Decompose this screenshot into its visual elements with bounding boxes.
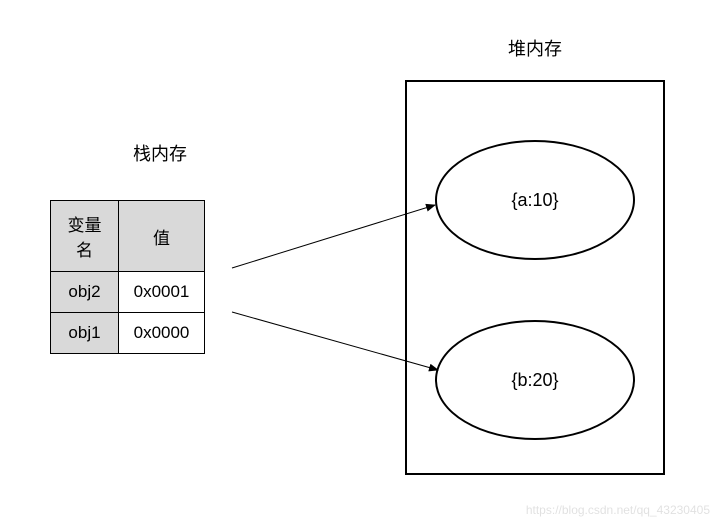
cell-name: obj2 bbox=[51, 272, 119, 313]
heap-object-label: {b:20} bbox=[511, 370, 558, 391]
stack-table: 变量名 值 obj2 0x0001 obj1 0x0000 bbox=[50, 200, 205, 354]
cell-name: obj1 bbox=[51, 313, 119, 354]
table-header-row: 变量名 值 bbox=[51, 201, 205, 272]
heap-object-label: {a:10} bbox=[511, 190, 558, 211]
table-row: obj2 0x0001 bbox=[51, 272, 205, 313]
cell-value: 0x0000 bbox=[119, 313, 205, 354]
heap-title: 堆内存 bbox=[460, 35, 610, 61]
header-name: 变量名 bbox=[51, 201, 119, 272]
heap-object-b: {b:20} bbox=[435, 320, 635, 440]
table-row: obj1 0x0000 bbox=[51, 313, 205, 354]
header-value: 值 bbox=[119, 201, 205, 272]
stack-title: 栈内存 bbox=[100, 140, 220, 166]
watermark: https://blog.csdn.net/qq_43230405 bbox=[526, 503, 710, 517]
cell-value: 0x0001 bbox=[119, 272, 205, 313]
heap-object-a: {a:10} bbox=[435, 140, 635, 260]
